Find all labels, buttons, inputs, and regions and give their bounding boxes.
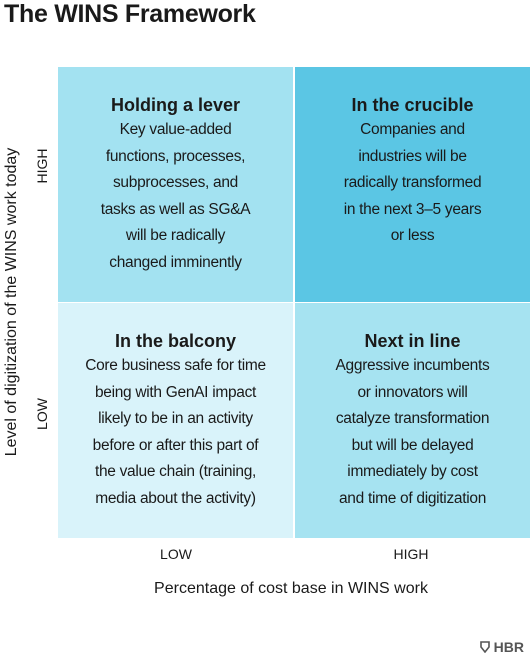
quadrant-text: before or after this part of — [92, 436, 259, 454]
x-axis-label: Percentage of cost base in WINS work — [154, 580, 428, 597]
quadrant-text: and time of digitization — [338, 489, 487, 507]
quadrant: Holding a lever Key value-added functions,… — [58, 67, 293, 302]
y-axis-label: Level of digitization of the WINS work t… — [3, 147, 20, 457]
quadrant-text: will be radically — [125, 227, 226, 244]
quadrant-title: Next in line — [364, 331, 461, 351]
quadrant-text: or innovators will — [357, 383, 468, 401]
quadrant-text: immediately by cost — [347, 463, 478, 480]
logo-icon — [479, 641, 490, 654]
logo: HBR — [479, 639, 524, 655]
quadrant-text: but will be delayed — [351, 436, 474, 454]
title: The WINS Framework — [4, 0, 256, 28]
quadrant-text: Key value-added — [119, 121, 232, 138]
quadrant-text: Core business safe for time — [85, 357, 266, 374]
quadrant-text: media about the activity) — [95, 489, 256, 507]
x-tick-low: LOW — [160, 546, 192, 562]
quadrant-text: catalyze transformation — [335, 410, 490, 427]
quadrant-text: or less — [390, 227, 435, 244]
quadrant-text: subprocesses, and — [112, 174, 238, 191]
quadrant: In the crucible Companies and industries w… — [295, 67, 530, 302]
quadrant-text: changed imminently — [109, 253, 242, 271]
quadrant-text: Companies and — [360, 121, 465, 138]
quadrant-title: In the balcony — [114, 331, 237, 351]
quadrant-text: Aggressive incumbents — [335, 357, 490, 374]
quadrant-text: tasks as well as SG&A — [100, 200, 251, 218]
quadrant-text: the value chain (training, — [94, 463, 257, 480]
quadrant-title: In the crucible — [351, 95, 474, 115]
quadrant-text: being with GenAI impact — [94, 383, 257, 401]
quadrant-text: functions, processes, — [105, 147, 246, 165]
quadrant-text: in the next 3–5 years — [343, 200, 482, 218]
quadrant: In the balcony Core business safe for tim… — [58, 303, 293, 538]
quadrant: Next in line Aggressive incumbents or inno… — [295, 303, 530, 538]
y-tick-high: HIGH — [34, 148, 50, 184]
quadrant-text: industries will be — [358, 147, 467, 165]
quadrant-text: likely to be in an activity — [98, 410, 253, 427]
quadrant-text: radically transformed — [343, 174, 482, 191]
logo-text: HBR — [493, 639, 524, 655]
x-tick-high: HIGH — [393, 546, 429, 562]
y-tick-low: LOW — [34, 398, 50, 430]
quadrant-title: Holding a lever — [110, 95, 241, 115]
